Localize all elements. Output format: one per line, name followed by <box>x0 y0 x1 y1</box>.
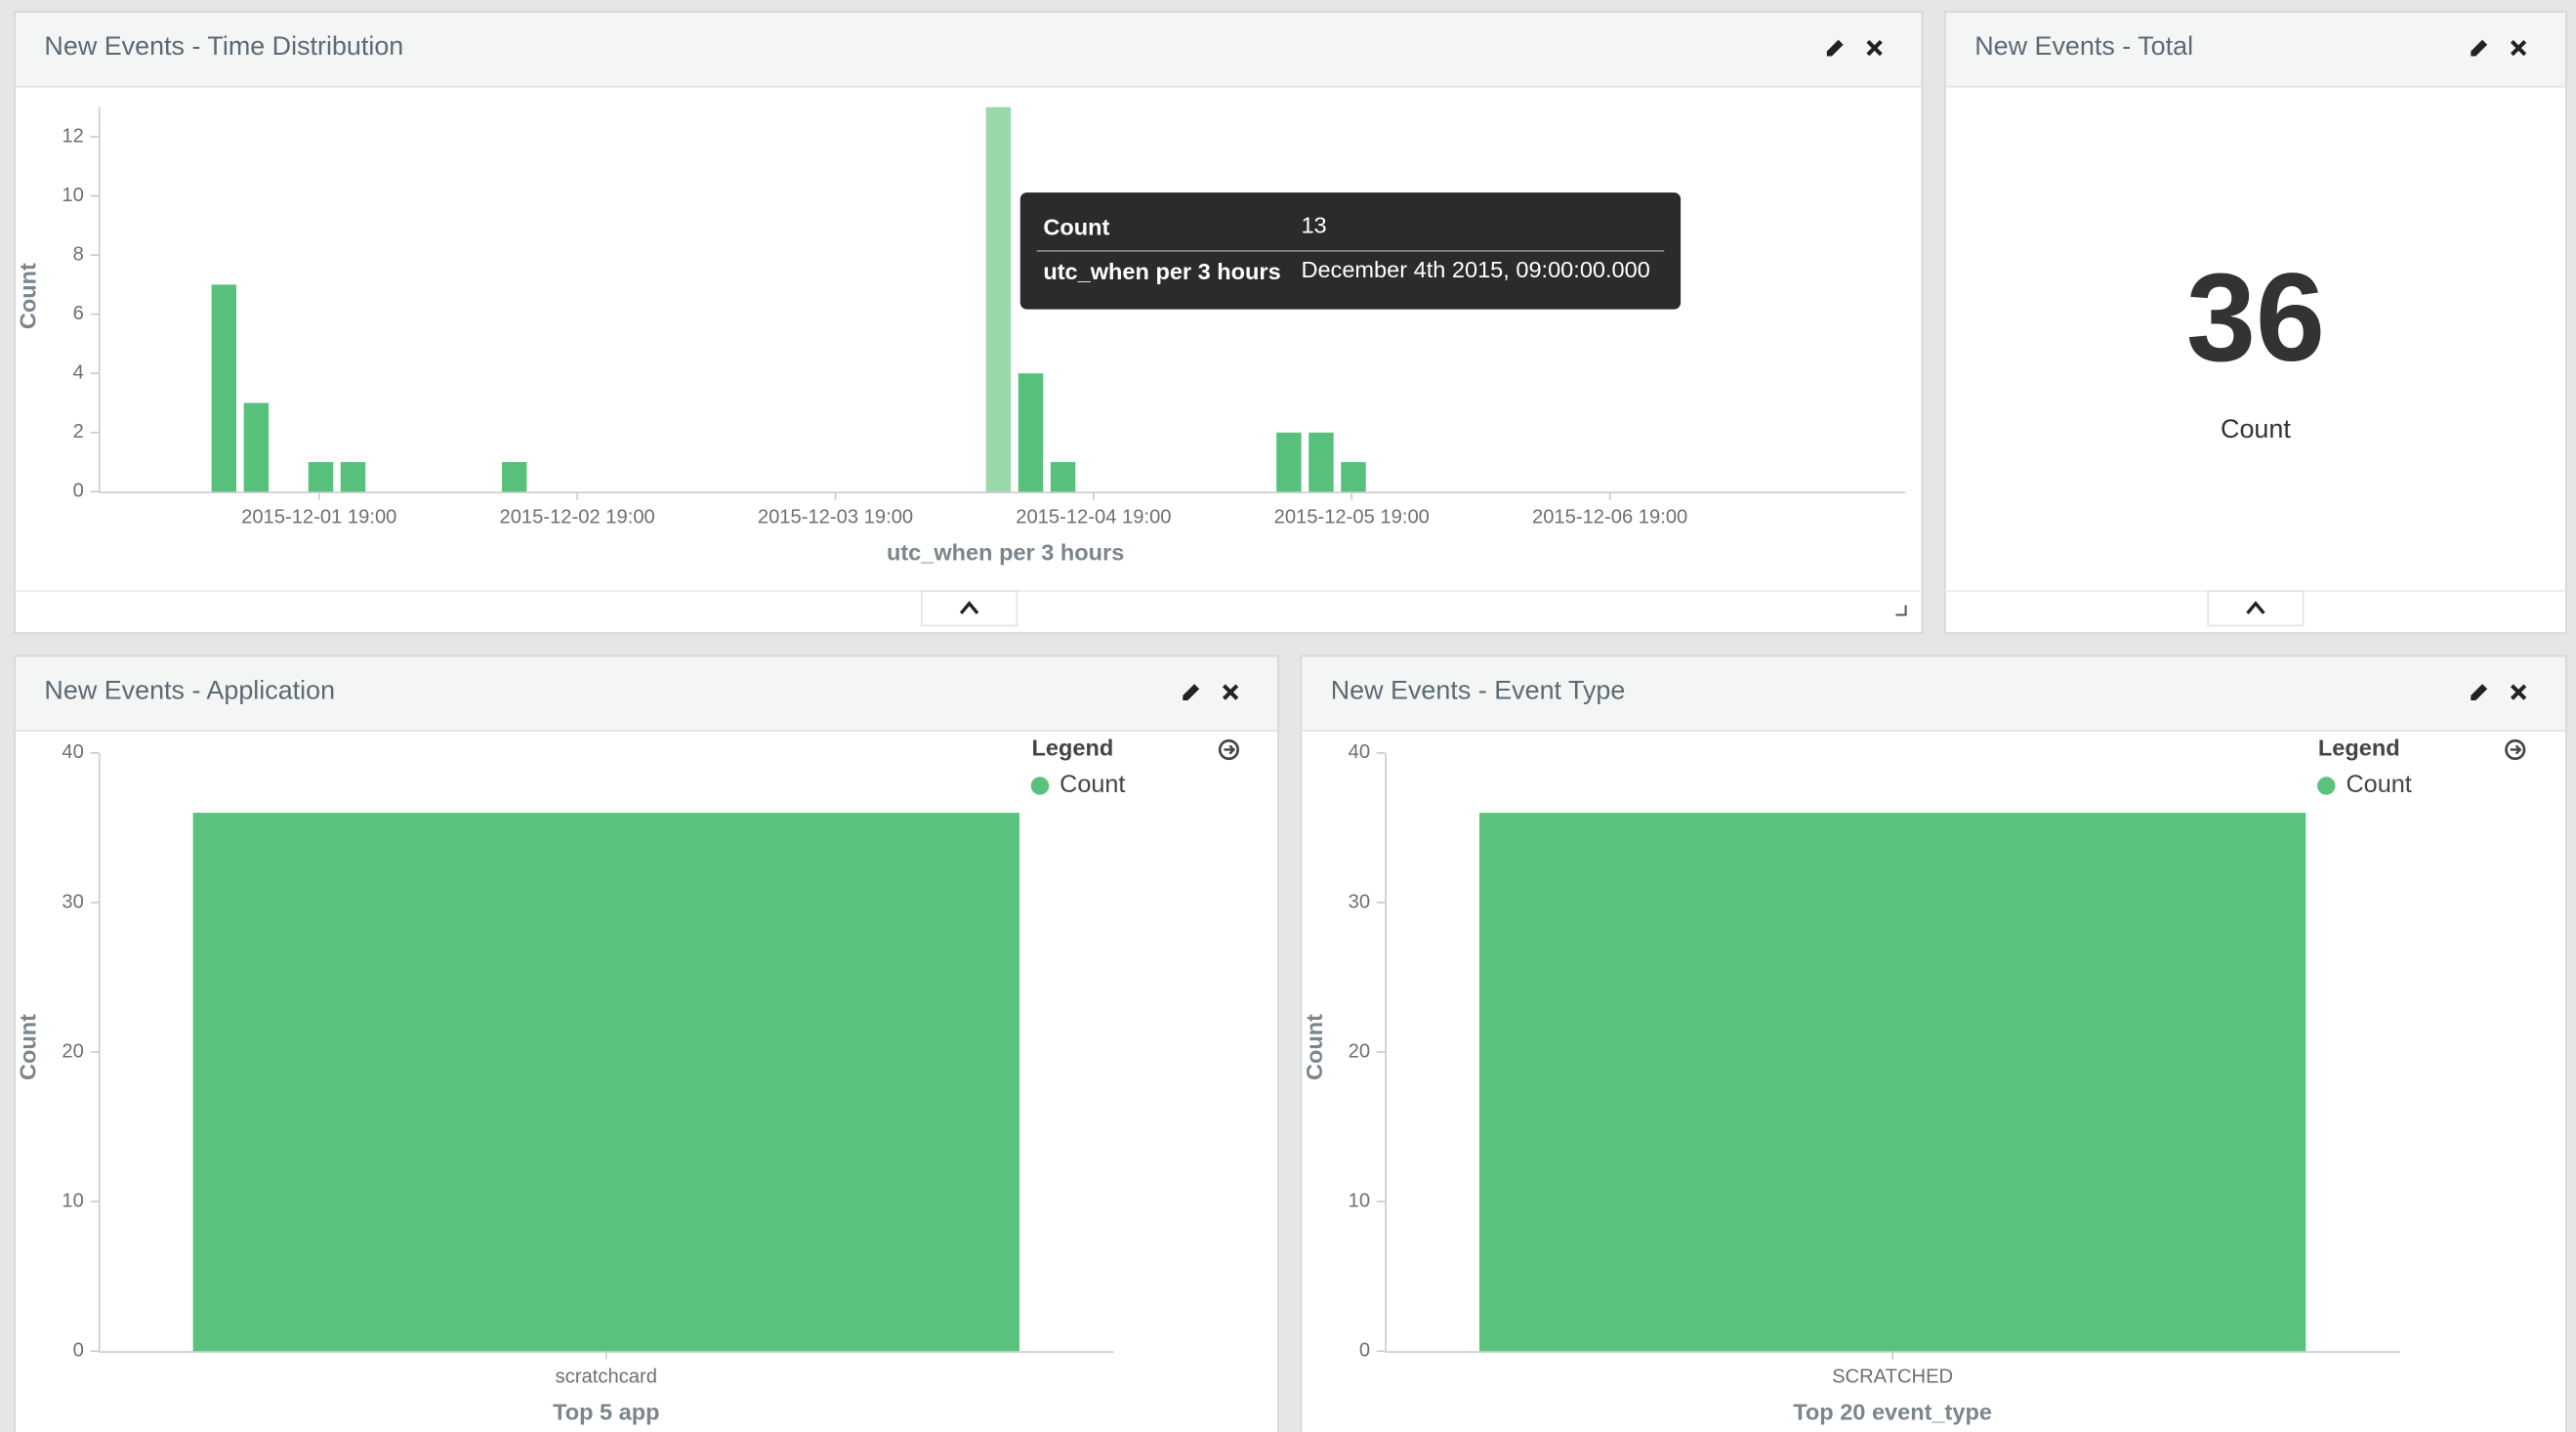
collapse-button[interactable] <box>2207 590 2305 627</box>
close-button[interactable] <box>2510 684 2527 700</box>
x-tick-label: SCRATCHED <box>1832 1366 1953 1387</box>
close-icon[interactable] <box>1866 39 1883 57</box>
legend-marker <box>1030 777 1050 795</box>
close-icon[interactable] <box>2510 684 2527 700</box>
bar <box>1478 813 2306 1352</box>
metric-label: Count <box>2221 414 2291 443</box>
collapse-tab[interactable] <box>920 590 1018 627</box>
x-tick-label: 2015-12-05 19:00 <box>1274 507 1430 528</box>
x-axis-label: Top 5 app <box>553 1399 659 1424</box>
edit-icon[interactable] <box>2471 684 2488 701</box>
bar <box>1276 432 1302 492</box>
bar <box>1309 432 1334 492</box>
y-tick-label: 6 <box>73 303 84 324</box>
x-tick-label: 2015-12-03 19:00 <box>758 507 913 528</box>
y-tick-label: 30 <box>1349 891 1370 912</box>
y-tick-label: 10 <box>1349 1190 1370 1211</box>
close-button[interactable] <box>1222 684 1239 700</box>
edit-button[interactable] <box>1183 684 1200 701</box>
tooltip-value: December 4th 2015, 09:00:00.000 <box>1301 257 1649 282</box>
collapse-icon[interactable] <box>2246 601 2265 614</box>
bar <box>1050 462 1076 492</box>
y-tick-label: 20 <box>62 1040 83 1062</box>
tooltip-label: utc_when per 3 hours <box>1043 259 1280 284</box>
bar <box>1341 462 1366 492</box>
panel <box>1944 11 2567 634</box>
legend-title[interactable]: Legend <box>2318 736 2400 761</box>
legend-toggle[interactable] <box>2505 738 2526 761</box>
panel-header <box>1302 656 2566 732</box>
edit-button[interactable] <box>2471 684 2488 701</box>
legend[interactable]: Legend <box>2318 736 2526 761</box>
bar <box>502 462 527 492</box>
x-tick-label: 2015-12-04 19:00 <box>1016 507 1171 528</box>
tooltip-value: 13 <box>1301 213 1326 238</box>
legend-toggle-arrow[interactable] <box>2510 744 2522 755</box>
legend[interactable]: Legend <box>1032 736 1240 761</box>
tooltip: Count 13 utc_when per 3 hours December 4th … <box>1019 192 1682 310</box>
y-axis-label: Count <box>16 263 41 329</box>
metric-value: 36 <box>2186 248 2325 388</box>
close-icon[interactable] <box>1222 684 1239 700</box>
panel-title: New Events - Total <box>1974 31 2193 61</box>
x-axis-label: Top 20 event_type <box>1793 1399 1992 1424</box>
panel-header <box>1945 12 2566 87</box>
y-tick-label: 8 <box>73 243 84 265</box>
y-tick-label: 12 <box>62 125 83 147</box>
y-tick-label: 40 <box>1349 741 1370 763</box>
bar <box>243 402 270 492</box>
close-button[interactable] <box>2510 39 2527 57</box>
y-tick-label: 10 <box>62 185 83 206</box>
tooltip-label: Count <box>1043 214 1109 239</box>
legend-label[interactable]: Count <box>2346 771 2411 798</box>
bar <box>985 106 1012 492</box>
edit-button[interactable] <box>1826 39 1844 57</box>
legend-marker <box>2317 777 2336 795</box>
panel-title: New Events - Time Distribution <box>44 31 403 61</box>
x-tick-label: 2015-12-06 19:00 <box>1532 507 1687 528</box>
y-tick-label: 40 <box>62 741 83 763</box>
legend-label[interactable]: Count <box>1059 771 1125 798</box>
y-axis-label: Count <box>16 1014 41 1080</box>
panel <box>14 11 1924 634</box>
x-tick-label: 2015-12-01 19:00 <box>241 507 396 528</box>
close-icon[interactable] <box>2510 39 2527 57</box>
edit-icon[interactable] <box>1826 39 1844 57</box>
bar <box>211 284 237 492</box>
y-tick-label: 0 <box>1359 1340 1370 1362</box>
y-tick-label: 20 <box>1349 1040 1370 1062</box>
y-tick-label: 10 <box>62 1190 83 1211</box>
y-tick-label: 0 <box>73 1340 84 1362</box>
y-tick-label: 2 <box>73 421 84 442</box>
resize-handle[interactable] <box>1895 605 1907 616</box>
y-axis-label: Count <box>1302 1014 1327 1080</box>
collapse-icon[interactable] <box>959 601 979 614</box>
x-tick-label: 2015-12-02 19:00 <box>500 507 655 528</box>
panel-header <box>15 12 1922 87</box>
y-tick-label: 4 <box>73 362 84 384</box>
collapse-tab[interactable] <box>2207 590 2305 627</box>
collapse-button[interactable] <box>920 590 1018 627</box>
y-tick-label: 0 <box>73 481 84 502</box>
bar <box>1018 373 1044 492</box>
bar <box>192 813 1019 1352</box>
panel-title: New Events - Event Type <box>1331 676 1626 705</box>
legend-title[interactable]: Legend <box>1032 736 1114 761</box>
bar <box>340 462 366 492</box>
x-axis-label: utc_when per 3 hours <box>887 540 1124 566</box>
x-tick-label: scratchcard <box>556 1366 657 1387</box>
legend-toggle-arrow[interactable] <box>1224 744 1236 755</box>
bar <box>308 462 334 492</box>
close-button[interactable] <box>1866 39 1883 57</box>
edit-icon[interactable] <box>1183 684 1200 701</box>
edit-icon[interactable] <box>2471 39 2488 57</box>
panel-title: New Events - Application <box>44 676 335 705</box>
edit-button[interactable] <box>2471 39 2488 57</box>
legend-toggle[interactable] <box>1218 738 1240 761</box>
panel-header <box>15 656 1278 732</box>
y-tick-label: 30 <box>62 891 83 912</box>
